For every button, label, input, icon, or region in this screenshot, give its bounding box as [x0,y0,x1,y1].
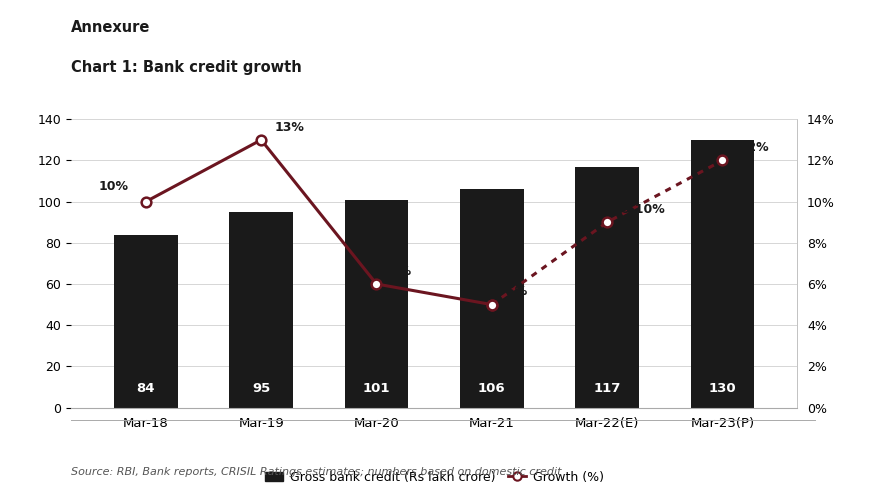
Bar [691,140,754,408]
Bar [345,200,408,408]
Text: 13%: 13% [275,121,305,134]
Text: 84: 84 [136,382,155,395]
Bar [229,212,293,408]
Text: 10%: 10% [98,180,128,193]
Text: 101: 101 [362,382,390,395]
Text: 95: 95 [252,382,270,395]
Text: 106: 106 [478,382,506,395]
Text: 5%: 5% [506,285,527,298]
Legend: Gross bank credit (Rs lakh crore), Growth (%): Gross bank credit (Rs lakh crore), Growt… [260,466,609,489]
Bar [575,166,639,408]
Bar [460,189,524,408]
Text: 117: 117 [594,382,621,395]
Text: Chart 1: Bank credit growth: Chart 1: Bank credit growth [71,60,301,75]
Bar [114,235,177,408]
Text: 6%: 6% [391,265,411,278]
Text: Source: RBI, Bank reports, CRISIL Ratings estimates; numbers based on domestic c: Source: RBI, Bank reports, CRISIL Rating… [71,467,562,477]
Text: Annexure: Annexure [71,20,151,35]
Text: 9-10%: 9-10% [621,203,664,216]
Text: 11-12%: 11-12% [717,141,769,154]
Text: 130: 130 [709,382,736,395]
